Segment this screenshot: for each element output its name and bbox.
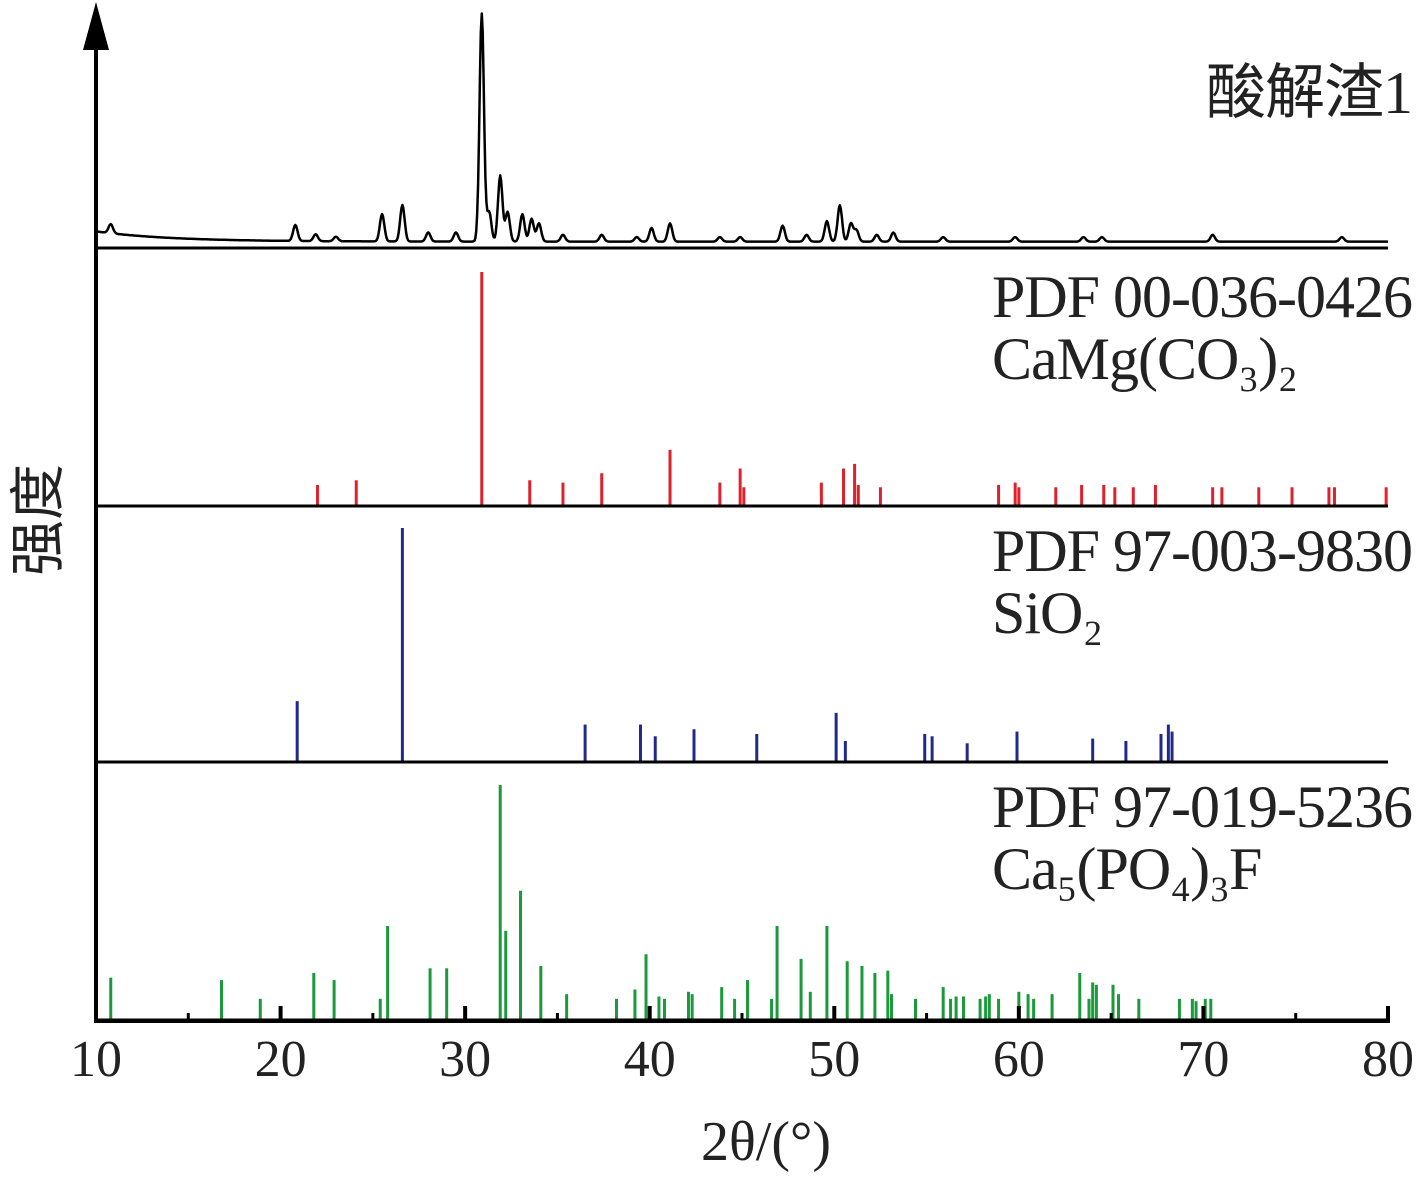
- apatite-formula: Ca₅(PO₄)₃F: [991, 836, 1262, 902]
- x-tick-label: 10: [70, 1031, 122, 1088]
- dolomite-formula: CaMg(CO₃)₂: [991, 326, 1298, 392]
- y-axis-arrow: [83, 2, 109, 50]
- panel-label-dolomite: PDF 00-036-0426 CaMg(CO₃)₂: [991, 264, 1413, 392]
- sample-pattern-line: [95, 12, 1389, 243]
- x-tick-label: 30: [439, 1031, 492, 1088]
- x-tick-label: 40: [623, 1031, 676, 1088]
- x-tick-label: 60: [992, 1031, 1045, 1088]
- x-axis-label: 2θ/(°): [700, 1111, 832, 1173]
- x-tick-label: 50: [808, 1031, 861, 1088]
- dolomite-pdf-code: PDF 00-036-0426: [991, 264, 1413, 330]
- x-tick-label: 70: [1177, 1031, 1230, 1088]
- y-axis-label: 强度: [6, 464, 72, 576]
- panel-label-quartz: PDF 97-003-9830 SiO₂: [991, 518, 1413, 646]
- sample-name: 酸解渣1: [1206, 60, 1413, 126]
- quartz-pdf-code: PDF 97-003-9830: [991, 518, 1413, 584]
- x-tick-label: 80: [1362, 1031, 1414, 1088]
- apatite-pdf-code: PDF 97-019-5236: [991, 774, 1413, 840]
- panel-label-sample: 酸解渣1: [1206, 60, 1413, 126]
- panel-label-apatite: PDF 97-019-5236 Ca₅(PO₄)₃F: [991, 774, 1413, 902]
- x-tick-label: 20: [254, 1031, 307, 1088]
- quartz-formula: SiO₂: [991, 580, 1103, 646]
